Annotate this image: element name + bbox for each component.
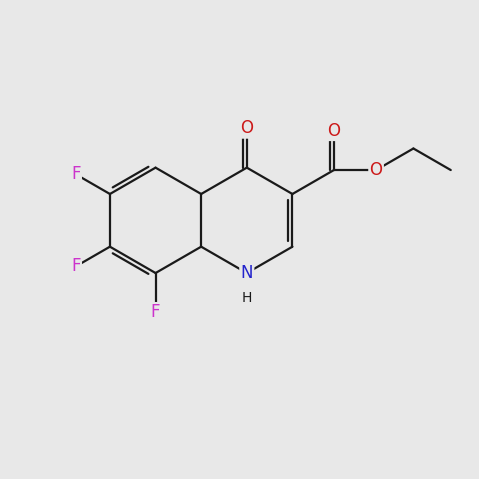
Text: H: H (241, 291, 252, 305)
Text: O: O (370, 161, 383, 179)
Text: O: O (240, 119, 253, 137)
Text: N: N (240, 264, 253, 282)
Text: F: F (151, 303, 160, 321)
Text: F: F (71, 257, 80, 275)
Text: O: O (328, 122, 341, 140)
Text: F: F (71, 165, 80, 183)
